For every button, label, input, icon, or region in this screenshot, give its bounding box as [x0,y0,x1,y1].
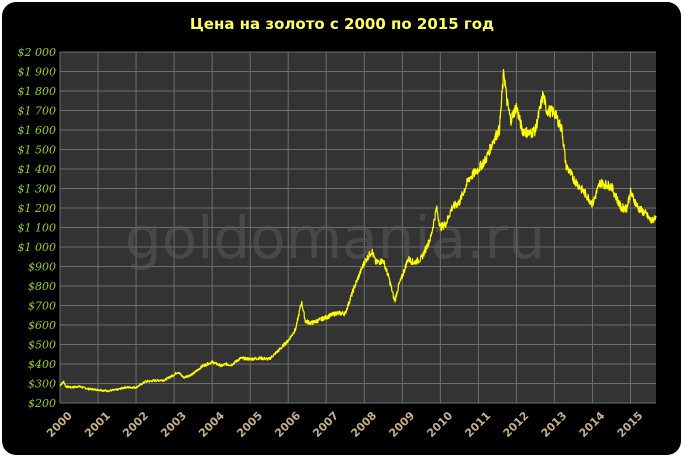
x-tick-label: 2008 [348,409,379,440]
y-tick-label: $1 300 [18,183,57,196]
x-tick-label: 2001 [82,409,113,440]
y-tick-label: $200 [28,397,56,410]
y-tick-label: $900 [28,261,56,274]
grid [59,51,656,404]
y-tick-label: $700 [28,300,56,313]
x-tick-label: 2013 [539,409,570,440]
series-layer [59,68,657,393]
x-tick-label: 2014 [577,409,608,440]
x-axis-ticks: 2000 2001 2002 2003 2004 2005 2006 2007 2008 2009… [44,409,645,440]
y-tick-label: $1 200 [18,202,57,215]
x-tick-label: 2002 [120,409,151,440]
x-tick-label: 2006 [272,409,303,440]
x-tick-label: 2005 [234,409,265,440]
x-tick-label: 2004 [196,409,227,440]
y-tick-label: $1 900 [18,66,57,79]
x-tick-label: 2011 [462,409,493,440]
y-tick-label: $1 400 [18,163,57,176]
gold-price-line [59,68,657,393]
y-tick-label: $1 100 [18,222,57,235]
y-tick-label: $400 [28,358,56,371]
y-tick-label: $1 600 [18,124,57,137]
y-tick-label: $300 [28,378,56,391]
x-tick-label: 2009 [386,409,417,440]
x-tick-label: 2003 [158,409,189,440]
y-tick-label: $500 [28,339,56,352]
x-tick-label: 2007 [310,409,341,440]
y-tick-label: $1 700 [18,105,57,118]
y-axis-ticks: $2 000 $1 900 $1 800 $1 700 $1 600 $1 500 $1 4… [18,46,57,410]
x-tick-label: 2000 [44,409,75,440]
y-tick-label: $2 000 [18,46,57,59]
y-tick-label: $1 800 [18,85,57,98]
y-tick-label: $1 500 [18,144,57,157]
watermark: goldomania.ru [125,204,545,272]
x-tick-label: 2010 [424,409,455,440]
x-tick-label: 2015 [615,409,646,440]
y-tick-label: $800 [28,280,56,293]
x-tick-label: 2012 [501,409,532,440]
y-tick-label: $600 [28,319,56,332]
chart-title: Цена на золото с 2000 по 2015 год [190,15,494,33]
y-tick-label: $1 000 [18,241,57,254]
